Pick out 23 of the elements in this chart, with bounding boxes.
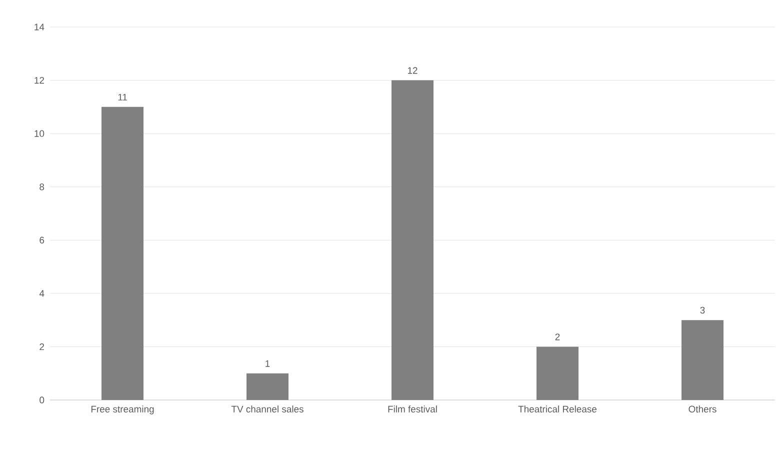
y-tick-label: 12 [34,76,44,84]
bar [682,320,724,400]
y-tick-label: 2 [40,343,44,350]
y-tick-label: 6 [40,236,44,244]
y-tick-label: 10 [34,130,44,137]
data-label: 2 [555,334,560,340]
y-tick-label: 0 [40,396,44,404]
y-tick-label: 14 [34,24,44,30]
x-tick-label: Film festival [388,406,437,412]
data-label: 1 [266,360,270,367]
bar [102,106,144,400]
y-tick-label: 4 [39,290,44,297]
bar [246,373,289,400]
x-tick-label: Theatrical Release [518,406,597,412]
data-label: 11 [118,94,127,100]
x-tick-label: Free streaming [91,406,154,414]
data-label: 12 [408,67,418,74]
x-tick-label: TV channel sales [231,406,304,412]
x-tick-label: Others [688,406,716,412]
bar [536,346,579,400]
data-label: 3 [700,306,705,314]
y-tick-label: 8 [40,184,44,190]
bar [392,80,434,400]
